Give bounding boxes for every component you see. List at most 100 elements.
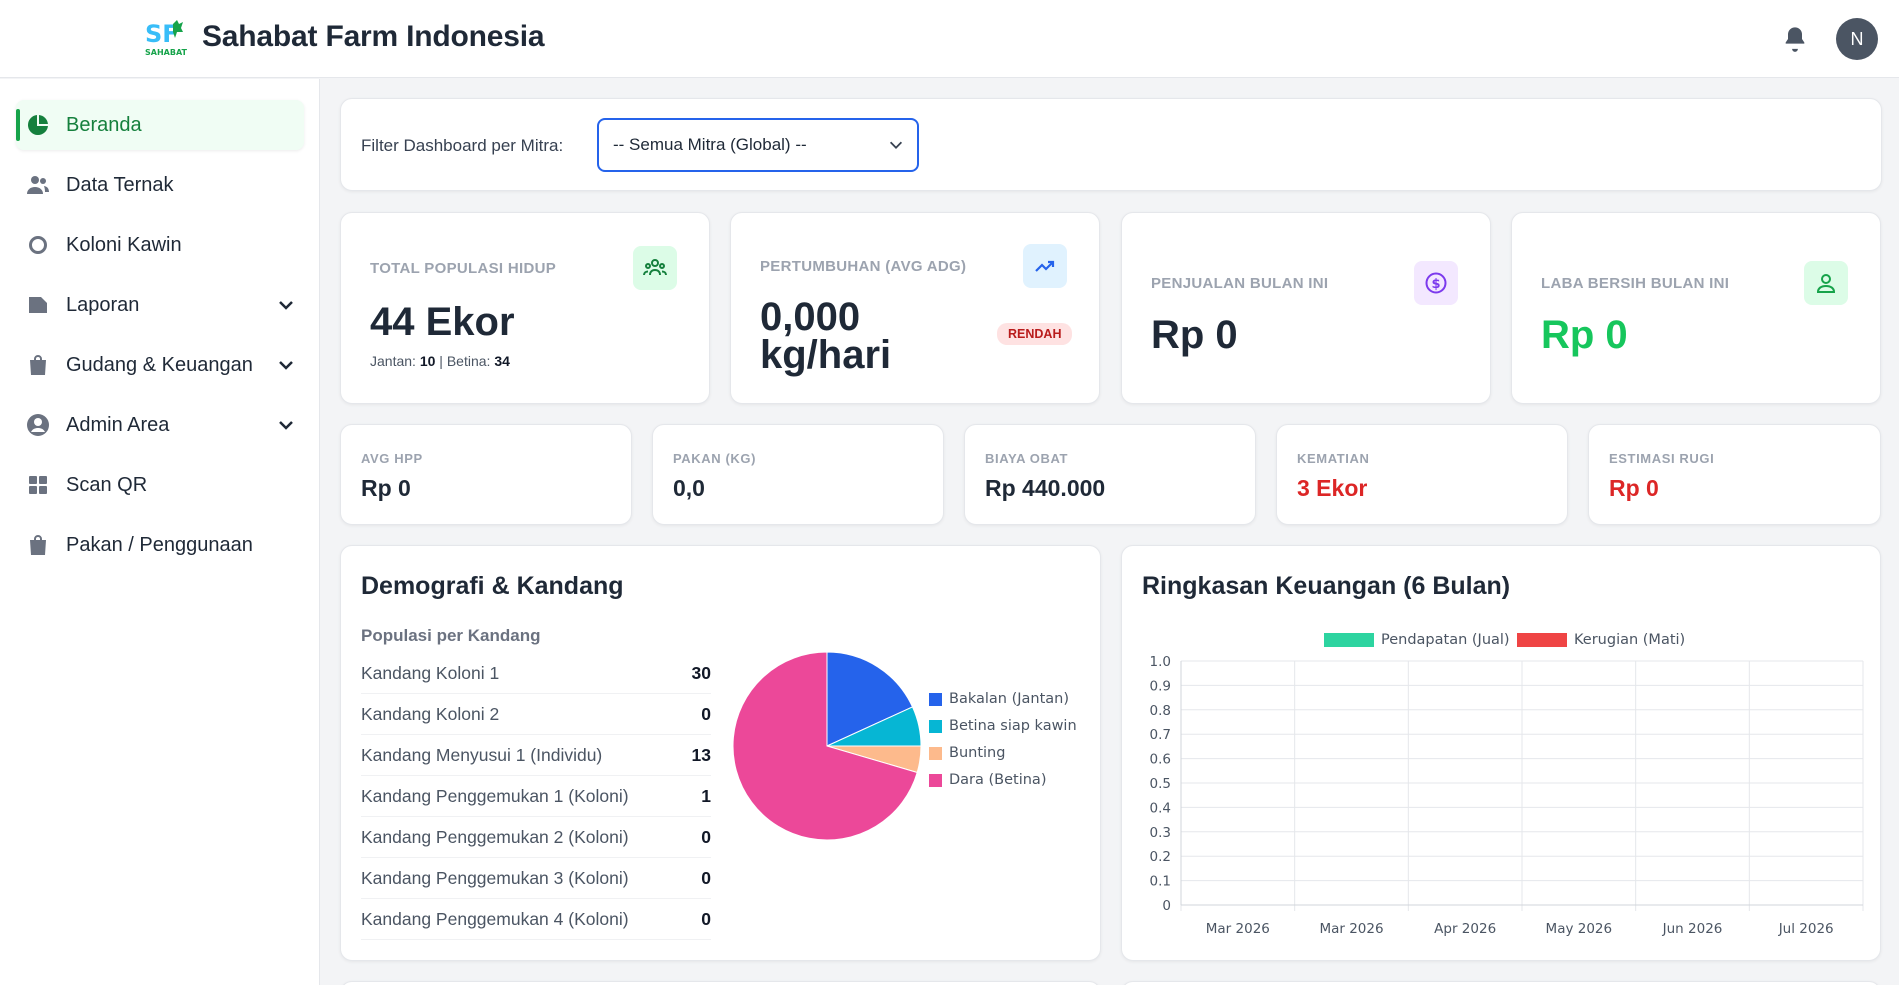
stat-card-penjualan: PENJUALAN BULAN INI $ Rp 0 xyxy=(1121,212,1491,404)
sidebar-item-label: Pakan / Penggunaan xyxy=(66,533,253,556)
betina-count: 34 xyxy=(494,353,510,369)
mini-value: Rp 440.000 xyxy=(985,475,1106,501)
chevron-down-icon[interactable] xyxy=(276,415,296,435)
y-tick-label: 0.9 xyxy=(1150,678,1171,694)
sidebar: Beranda Data Ternak Koloni Kawin Laporan… xyxy=(0,79,320,985)
sidebar-item-beranda[interactable]: Beranda xyxy=(16,100,304,150)
pie-legend-item[interactable]: Bakalan (Jantan) xyxy=(929,690,1069,708)
sidebar-item-label: Data Ternak xyxy=(66,173,174,196)
gender-breakdown: Jantan: 10 | Betina: 34 xyxy=(370,353,510,369)
kandang-count: 1 xyxy=(701,786,711,806)
filter-card: Filter Dashboard per Mitra: -- Semua Mit… xyxy=(340,98,1882,191)
lower-card-partial xyxy=(1121,981,1881,985)
pie-slice[interactable] xyxy=(732,651,918,841)
x-tick-label: Apr 2026 xyxy=(1434,921,1496,937)
x-tick-label: May 2026 xyxy=(1546,921,1613,937)
y-tick-label: 0.8 xyxy=(1150,703,1171,719)
sidebar-item-label: Koloni Kawin xyxy=(66,233,182,256)
y-tick-label: 0.1 xyxy=(1150,874,1171,890)
legend-swatch xyxy=(1324,633,1374,647)
y-tick-label: 0.2 xyxy=(1150,849,1171,865)
jantan-count: 10 xyxy=(419,353,436,369)
x-tick-label: Mar 2026 xyxy=(1319,921,1383,937)
notification-bell-icon[interactable] xyxy=(1781,25,1809,53)
dollar-icon: $ xyxy=(1414,261,1458,305)
chevron-down-icon[interactable] xyxy=(276,355,296,375)
mini-value: 0,0 xyxy=(673,475,705,501)
kandang-count: 0 xyxy=(701,868,711,888)
sidebar-item-data-ternak[interactable]: Data Ternak xyxy=(16,160,304,210)
sidebar-item-gudang-keuangan[interactable]: Gudang & Keuangan xyxy=(16,340,304,390)
sidebar-item-scan-qr[interactable]: Scan QR xyxy=(16,460,304,510)
stat-label: PERTUMBUHAN (AVG ADG) xyxy=(760,258,967,275)
status-badge: RENDAH xyxy=(997,323,1073,345)
sidebar-item-label: Admin Area xyxy=(66,413,170,436)
jantan-label: Jantan: xyxy=(370,353,416,369)
kandang-count: 0 xyxy=(701,704,711,724)
pie-legend-item[interactable]: Bunting xyxy=(929,744,1005,762)
mini-value: 3 Ekor xyxy=(1297,475,1368,501)
sidebar-item-admin-area[interactable]: Admin Area xyxy=(16,400,304,450)
stat-card-laba: LABA BERSIH BULAN INI Rp 0 xyxy=(1511,212,1881,404)
mini-label: PAKAN (KG) xyxy=(673,451,757,466)
y-tick-label: 0 xyxy=(1162,898,1171,914)
sidebar-item-laporan[interactable]: Laporan xyxy=(16,280,304,330)
kandang-name: Kandang Penggemukan 3 (Koloni) xyxy=(361,868,629,888)
chevron-down-icon[interactable] xyxy=(276,295,296,315)
legend-swatch xyxy=(929,746,942,760)
kandang-row: Kandang Koloni 1 30 xyxy=(361,653,711,694)
y-tick-label: 0.6 xyxy=(1150,752,1171,768)
sidebar-item-koloni-kawin[interactable]: Koloni Kawin xyxy=(16,220,304,270)
stat-card-pertumbuhan: PERTUMBUHAN (AVG ADG) 0,000 kg/hari REND… xyxy=(730,212,1100,404)
user-circle-icon xyxy=(27,414,49,436)
legend-label: Bakalan (Jantan) xyxy=(949,691,1070,707)
legend-swatch xyxy=(1517,633,1567,647)
kandang-count: 13 xyxy=(691,745,711,765)
kandang-count: 30 xyxy=(691,663,711,683)
mitra-filter-select[interactable]: -- Semua Mitra (Global) -- xyxy=(597,118,919,172)
top-header: SF SAHABAT Sahabat Farm Indonesia N xyxy=(0,0,1899,78)
pie-legend-item[interactable]: Betina siap kawin xyxy=(929,717,1077,735)
y-tick-label: 0.5 xyxy=(1150,776,1171,792)
kandang-name: Kandang Menyusui 1 (Individu) xyxy=(361,745,603,765)
keuangan-bar-chart: 1.0 0.9 0.8 0.7 0.6 0.5 0.4 0.3 0.2 0.1 0 Mar 2026 M… xyxy=(1150,654,1864,937)
chart-legend-item[interactable]: Kerugian (Mati) xyxy=(1517,631,1685,649)
filter-selected-value: -- Semua Mitra (Global) -- xyxy=(613,135,807,154)
kandang-name: Kandang Penggemukan 1 (Koloni) xyxy=(361,786,629,806)
mini-card-pakan: PAKAN (KG) 0,0 xyxy=(652,424,944,525)
chart-legend-item[interactable]: Pendapatan (Jual) xyxy=(1324,631,1510,649)
legend-swatch xyxy=(929,692,942,706)
legend-label: Bunting xyxy=(949,745,1006,761)
legend-label: Dara (Betina) xyxy=(949,772,1047,788)
mini-value: Rp 0 xyxy=(361,475,411,501)
stat-label: PENJUALAN BULAN INI xyxy=(1151,275,1329,292)
mini-label: BIAYA OBAT xyxy=(985,451,1069,466)
x-tick-label: Jun 2026 xyxy=(1662,921,1723,937)
stat-label: LABA BERSIH BULAN INI xyxy=(1541,275,1730,292)
y-tick-label: 0.7 xyxy=(1150,727,1171,743)
y-tick-label: 0.3 xyxy=(1150,825,1171,841)
sidebar-item-pakan-penggunaan[interactable]: Pakan / Penggunaan xyxy=(16,520,304,570)
filter-label: Filter Dashboard per Mitra: xyxy=(361,136,564,155)
svg-text:SAHABAT: SAHABAT xyxy=(145,48,187,57)
sidebar-item-label: Beranda xyxy=(66,113,142,136)
user-avatar[interactable]: N xyxy=(1836,18,1878,60)
section-title: Ringkasan Keuangan (6 Bulan) xyxy=(1142,572,1511,600)
kandang-row: Kandang Penggemukan 1 (Koloni) 1 xyxy=(361,776,711,817)
stat-value: Rp 0 xyxy=(1541,313,1628,357)
kandang-subtitle: Populasi per Kandang xyxy=(361,626,541,645)
legend-swatch xyxy=(929,773,942,787)
kandang-count: 0 xyxy=(701,827,711,847)
brand-logo[interactable]: SF SAHABAT xyxy=(143,18,187,58)
svg-text:$: $ xyxy=(1431,277,1440,292)
betina-label: Betina: xyxy=(446,353,491,369)
pie-slice[interactable] xyxy=(826,651,914,747)
pie-legend-item[interactable]: Dara (Betina) xyxy=(929,771,1046,789)
keuangan-card: Ringkasan Keuangan (6 Bulan) Pendapatan … xyxy=(1121,545,1881,961)
legend-label: Pendapatan (Jual) xyxy=(1381,632,1510,648)
stat-value: 44 Ekor xyxy=(370,300,515,344)
kandang-name: Kandang Penggemukan 4 (Koloni) xyxy=(361,909,629,929)
stat-card-populasi: TOTAL POPULASI HIDUP 44 Ekor Jantan: 10 … xyxy=(340,212,710,404)
chevron-down-icon xyxy=(889,141,903,149)
mini-value: Rp 0 xyxy=(1609,475,1659,501)
